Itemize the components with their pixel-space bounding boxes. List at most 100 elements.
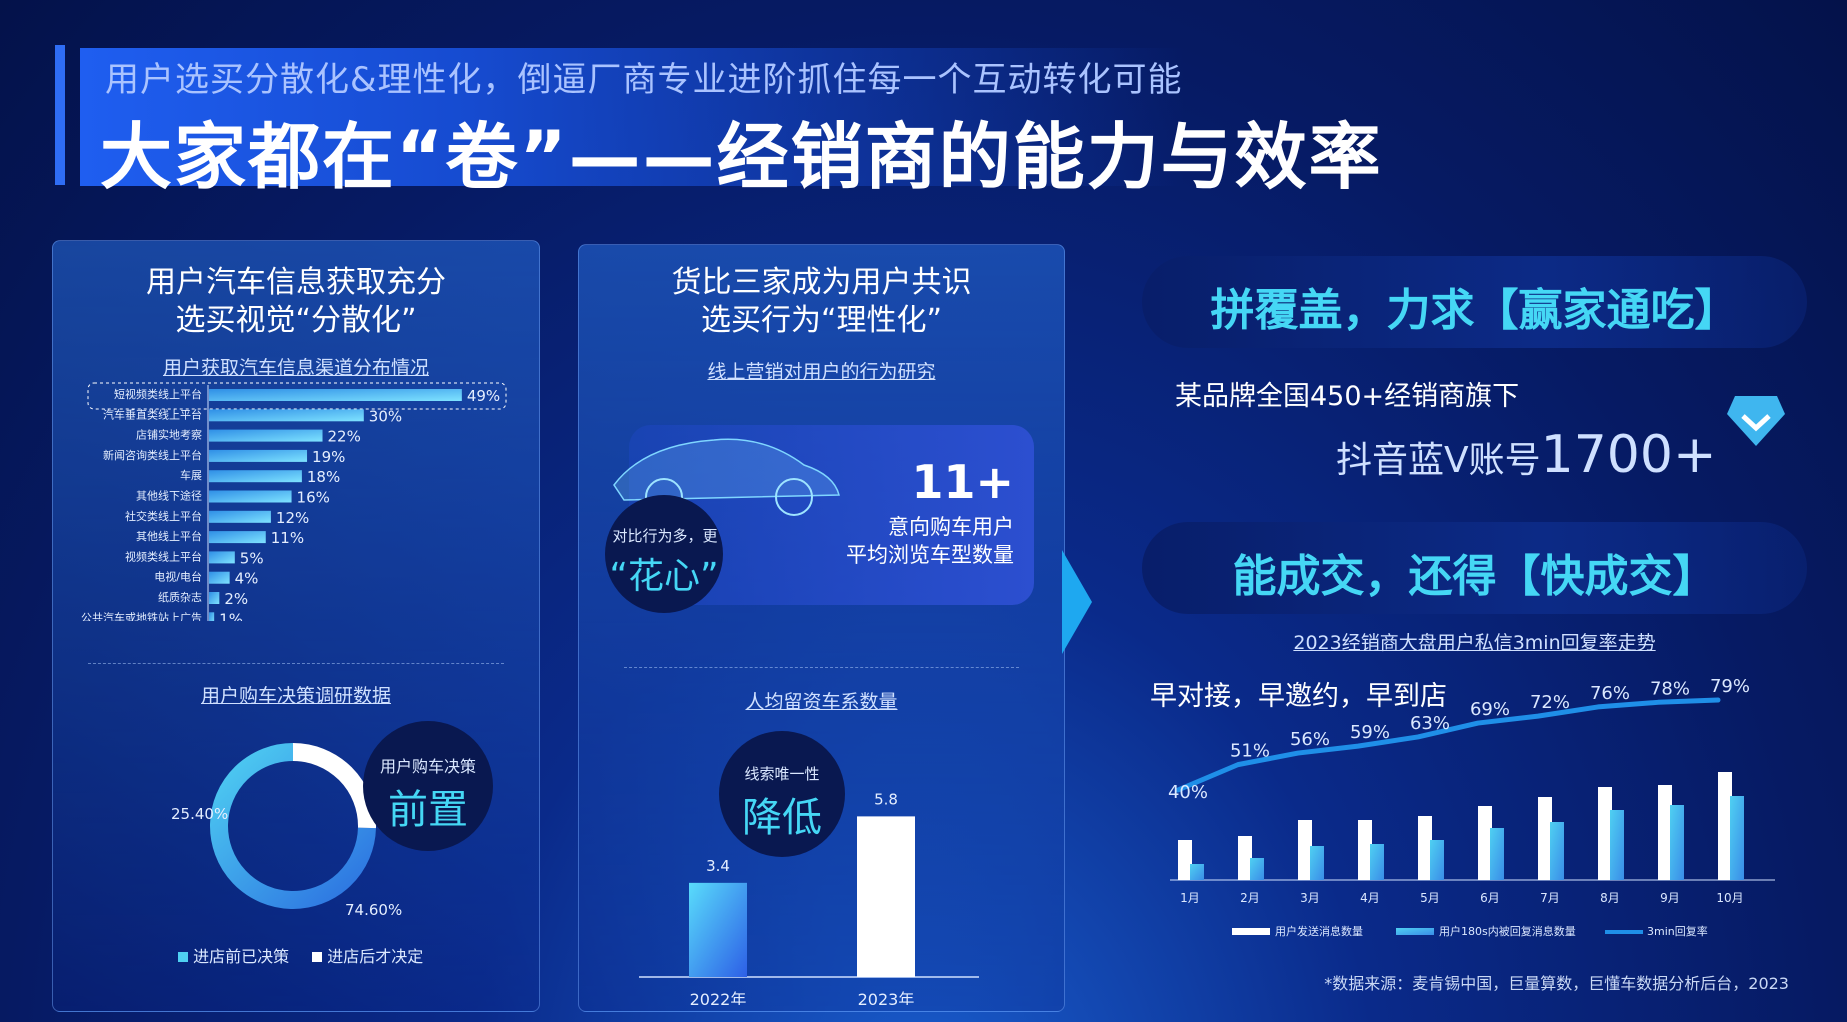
bar-sent (1298, 820, 1312, 880)
category-label: 车展 (180, 468, 202, 482)
category-label: 其他线上平台 (136, 529, 202, 543)
bar (209, 429, 323, 442)
category-label: 2022年 (690, 990, 747, 1005)
bar-replied (1670, 805, 1684, 880)
stat-desc-line1: 意向购车用户 (888, 515, 1014, 539)
value-label: 2% (224, 590, 248, 608)
category-label: 公共汽车或地铁站上广告 (81, 610, 202, 621)
research-title: 线上营销对用户的行为研究 (707, 361, 936, 383)
value-label: 5.8 (874, 790, 898, 808)
rate-label: 72% (1530, 692, 1570, 713)
lead-big: 降低 (742, 795, 822, 841)
bar (209, 531, 266, 544)
coverage-pill-text: 拼覆盖，力求【赢家通吃】 (1210, 285, 1739, 336)
bar (857, 816, 915, 977)
value-label: 1% (219, 610, 243, 621)
bar (209, 592, 220, 604)
decision-donut-chart: 74.60% 25.40% (171, 743, 402, 919)
value-label: 5% (240, 549, 264, 567)
reply-rate-chart: 1月 2月 3月 4月 5月 6月 7月 8月 9月 10月 40% 51% 56% 59% 63% 69% 7… (1168, 676, 1775, 938)
panel1-heading-line2: 选买视觉“分散化” (175, 303, 417, 338)
category-label: 6月 (1480, 891, 1500, 905)
value-label: 3.4 (706, 857, 730, 875)
category-label: 2月 (1240, 891, 1260, 905)
legend-label: 3min回复率 (1647, 924, 1708, 938)
bar (209, 571, 230, 584)
category-label: 10月 (1716, 891, 1743, 905)
value-label: 11% (271, 529, 304, 547)
stat-desc-line2: 平均浏览车型数量 (846, 543, 1014, 567)
rate-line (1175, 697, 1721, 793)
highlight-frame (87, 382, 507, 410)
fast-deal-pill-text: 能成交，还得【快成交】 (1232, 551, 1717, 602)
category-label: 店铺实地考察 (136, 428, 202, 442)
retention-bar-chart: 3.4 2022年 5.8 2023年 (639, 790, 979, 1005)
title-band (80, 48, 1380, 186)
bar (689, 882, 747, 977)
channel-chart-title: 用户获取汽车信息渠道分布情况 (162, 357, 429, 379)
rate-label: 51% (1230, 741, 1270, 762)
retention-title: 人均留资车系数量 (745, 691, 898, 713)
page-subtitle: 用户选买分散化&理性化，倒逼厂商专业进阶抓住每一个互动转化可能 (105, 60, 1183, 100)
panel2-heading-line1: 货比三家成为用户共识 (671, 265, 972, 300)
slice-label: 74.60% (345, 901, 402, 919)
bar-sent (1598, 787, 1612, 880)
rate-label: 63% (1410, 713, 1450, 734)
value-label: 30% (369, 407, 402, 425)
bar-replied (1190, 864, 1204, 880)
category-label: 5月 (1420, 891, 1440, 905)
value-label: 12% (276, 509, 309, 527)
compare-big: “花心” (609, 556, 719, 597)
legend-swatch-after (312, 952, 323, 962)
bar-sent (1178, 840, 1192, 880)
panel-distribution: 用户汽车信息获取充分 选买视觉“分散化” 用户获取汽车信息渠道分布情况 短视频类… (52, 240, 540, 1012)
rate-label: 59% (1350, 722, 1390, 743)
coverage-pill: 拼覆盖，力求【赢家通吃】 (1142, 256, 1807, 348)
legend-before: 进店前已决策 (193, 947, 290, 966)
channel-bar-chart: 短视频类线上平台 49% 汽车垂直类线上平台 30% 店铺实地考察 22% 新闻咨询类线上平… (81, 382, 507, 621)
legend-label: 用户180s内被回复消息数量 (1439, 924, 1576, 938)
compare-badge: 对比行为多，更 “花心” (605, 495, 723, 613)
bar (209, 409, 364, 422)
category-label: 3月 (1300, 891, 1320, 905)
divider (88, 663, 504, 664)
bar-sent (1538, 797, 1552, 880)
compare-label: 对比行为多，更 (612, 527, 718, 545)
legend-after: 进店后才决定 (327, 947, 424, 966)
category-label: 7月 (1540, 891, 1560, 905)
category-label: 其他线下途径 (136, 489, 202, 503)
fast-deal-pill: 能成交，还得【快成交】 (1142, 522, 1807, 614)
bar-sent (1478, 806, 1492, 880)
survey-title: 用户购车决策调研数据 (200, 685, 391, 707)
bar-sent (1358, 820, 1372, 880)
value-label: 19% (312, 448, 345, 466)
data-source: *数据来源：麦肯锡中国，巨量算数，巨懂车数据分析后台，2023 (1324, 974, 1789, 993)
bar (209, 389, 462, 401)
category-label: 8月 (1600, 891, 1620, 905)
legend-swatch (1396, 928, 1434, 935)
page-title: 大家都在“卷”——经销商的能力与效率 (100, 115, 1383, 199)
bar-sent (1658, 785, 1672, 880)
bar-sent (1718, 772, 1732, 880)
category-label: 2023年 (858, 990, 915, 1005)
category-label: 新闻咨询类线上平台 (103, 448, 202, 462)
rate-label: 40% (1168, 782, 1208, 803)
divider (624, 667, 1019, 668)
stat-big-number: 11+ (911, 455, 1014, 509)
account-label: 抖音蓝V账号 (1336, 440, 1541, 481)
bar-sent (1418, 816, 1432, 880)
legend-label: 用户发送消息数量 (1275, 924, 1363, 938)
badge-value: 前置 (388, 787, 468, 833)
rate-label: 76% (1590, 683, 1630, 704)
bar (209, 612, 215, 621)
legend-swatch-before (178, 952, 188, 962)
category-label: 电视/电台 (154, 570, 202, 584)
bar-replied (1550, 822, 1564, 880)
diamond-icon (1727, 396, 1785, 446)
donut-slice (210, 743, 376, 909)
trend-title: 2023经销商大盘用户私信3min回复率走势 (1293, 632, 1656, 654)
category-label: 短视频类线上平台 (114, 387, 202, 401)
panel2-heading-line2: 选买行为“理性化” (700, 303, 943, 338)
category-label: 1月 (1180, 891, 1200, 905)
badge-label: 用户购车决策 (379, 757, 476, 776)
